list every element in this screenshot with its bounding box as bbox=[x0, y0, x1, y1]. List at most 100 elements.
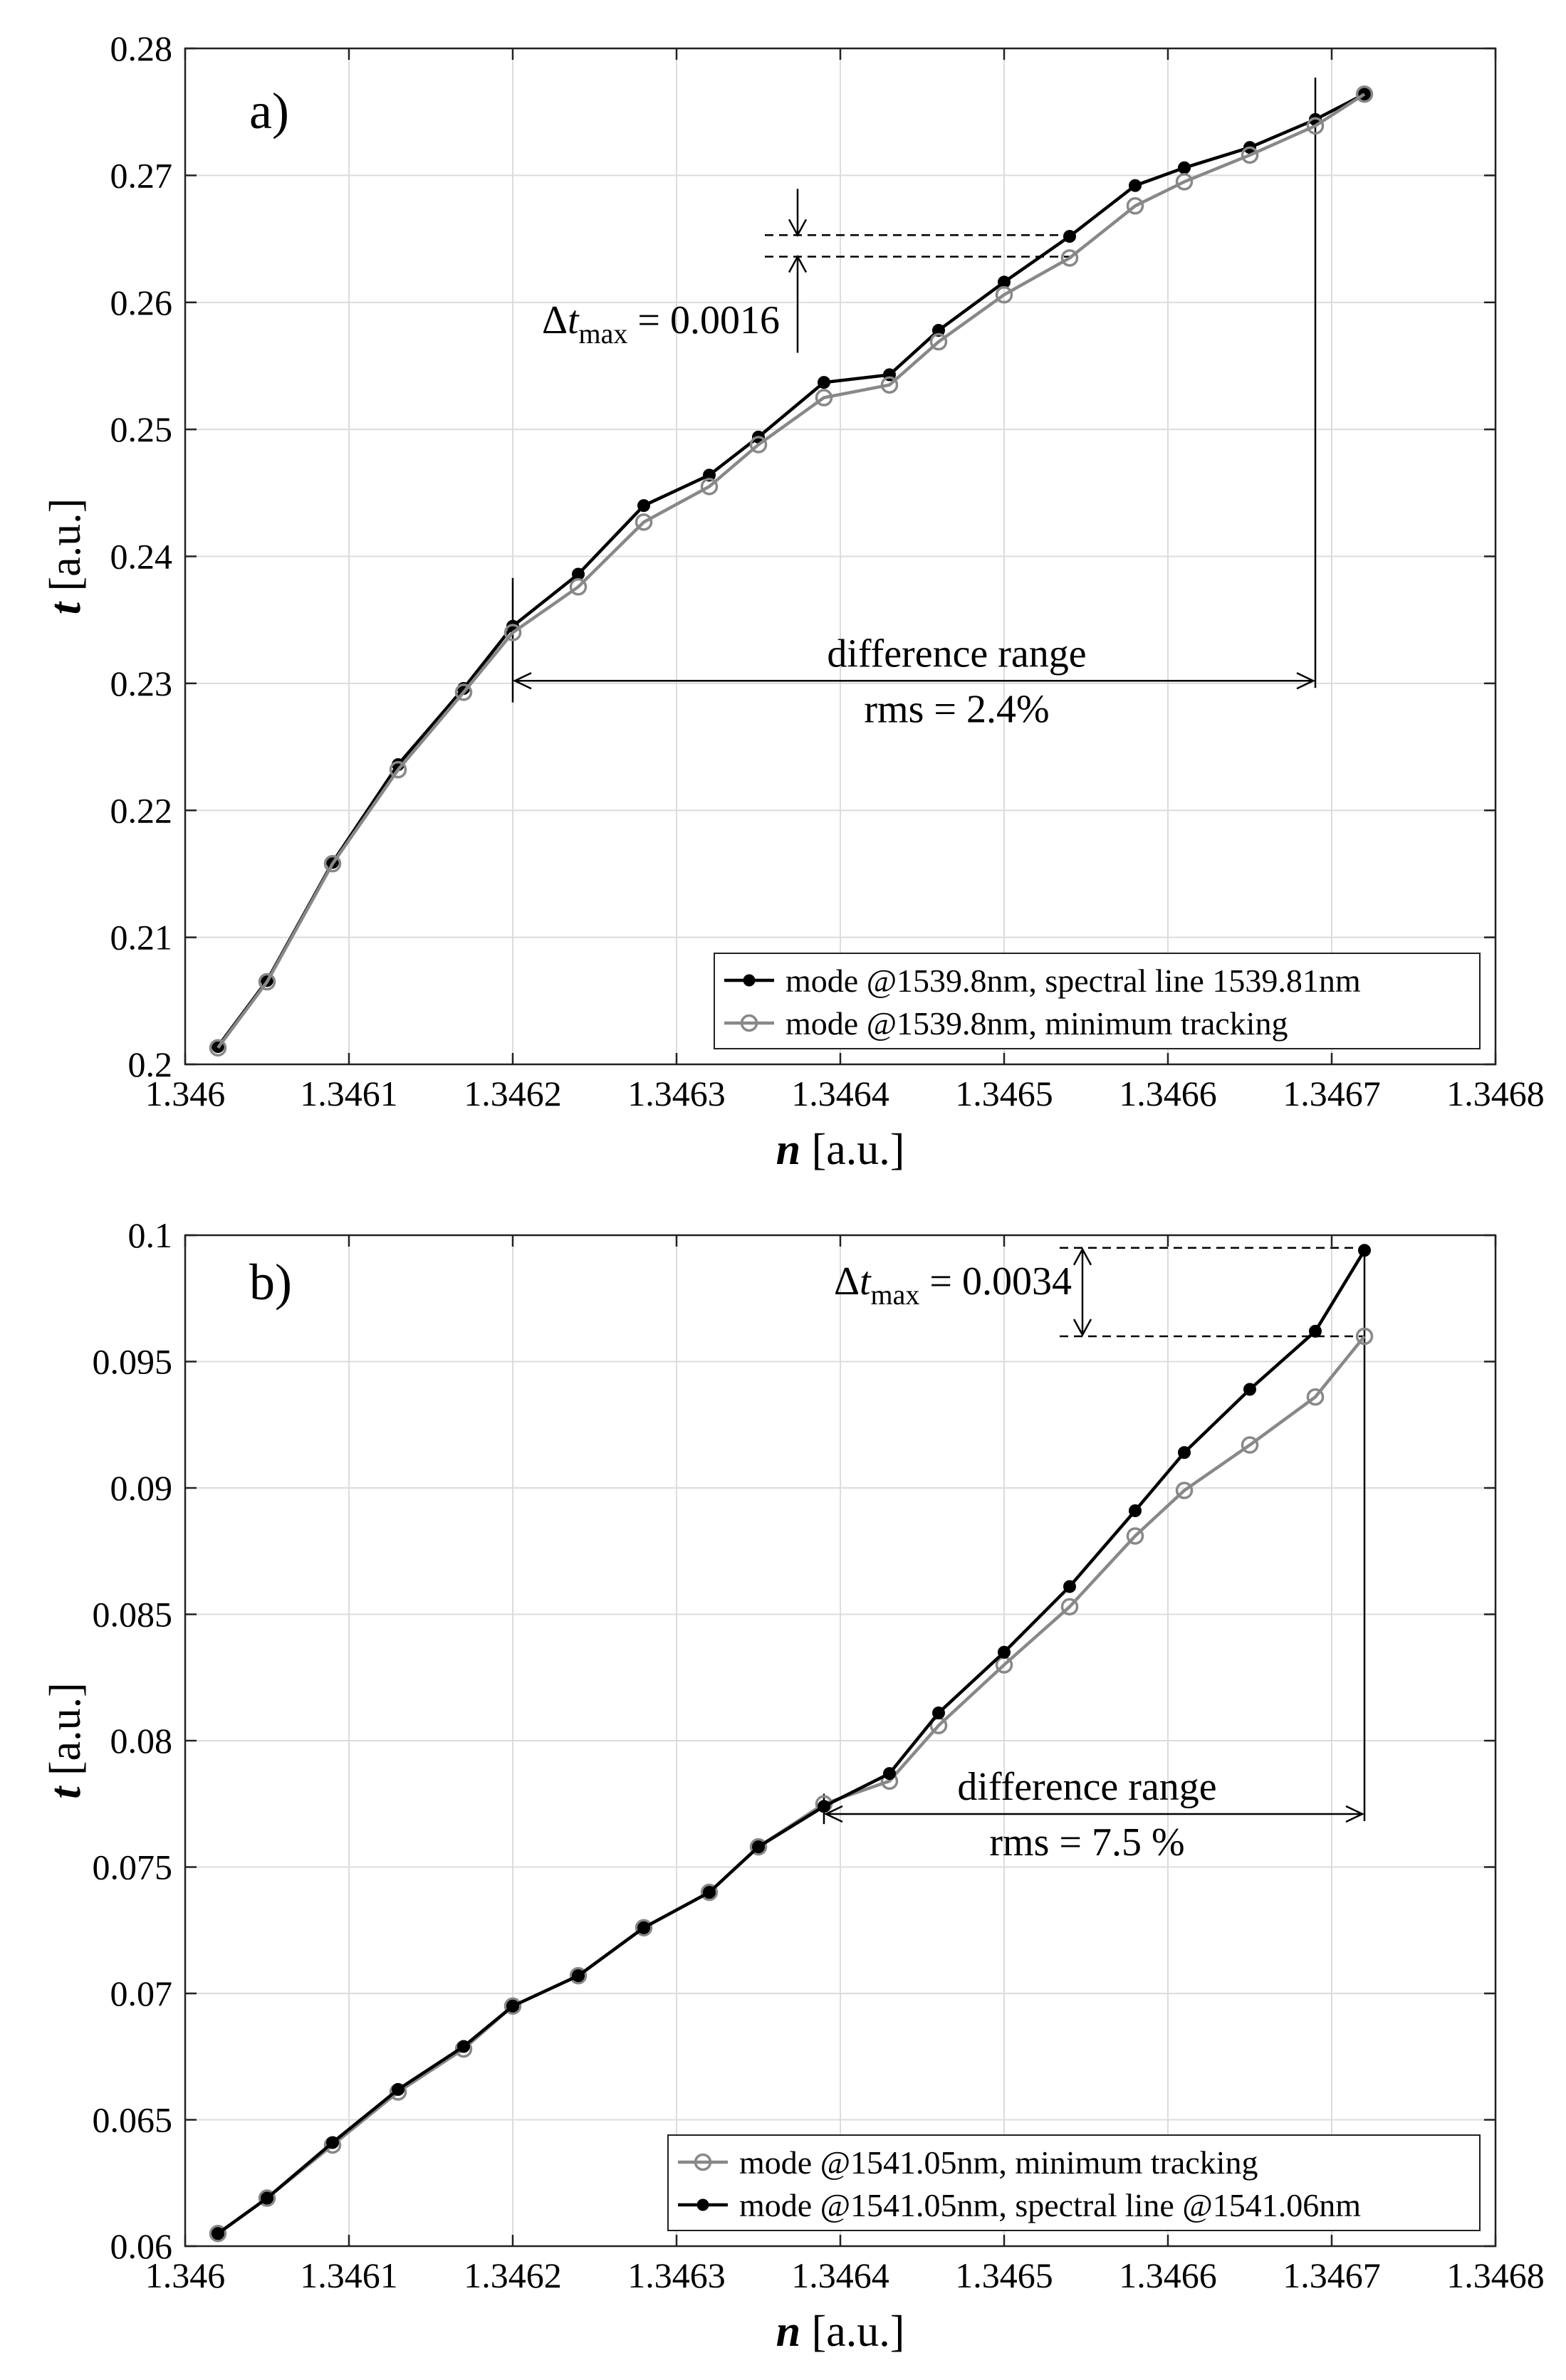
data-point bbox=[637, 1921, 650, 1934]
delta-value: = 0.0016 bbox=[627, 298, 780, 342]
y-axis-var: t bbox=[41, 601, 90, 614]
panel-label: a) bbox=[249, 83, 289, 140]
y-tick-label: 0.08 bbox=[110, 1721, 173, 1761]
y-tick-label: 0.27 bbox=[110, 155, 173, 195]
legend-box bbox=[714, 953, 1481, 1049]
y-axis-unit: [a.u.] bbox=[41, 1682, 90, 1786]
rms-label: rms = 2.4% bbox=[864, 687, 1049, 731]
data-point bbox=[572, 1969, 585, 1983]
range-label: difference range bbox=[827, 631, 1086, 676]
data-point bbox=[932, 323, 945, 337]
y-tick-label: 0.085 bbox=[93, 1595, 173, 1635]
data-point bbox=[503, 1997, 522, 2015]
chart-b: 1.346 1.3461 1.3462 1.3463 1.3464 1.3465 1.346… bbox=[41, 1215, 1545, 2356]
range-arrowhead bbox=[1296, 672, 1315, 690]
delta-label: Δtmax = 0.0016 bbox=[542, 298, 780, 350]
x-tick-label: 1.3462 bbox=[464, 2255, 562, 2295]
data-point bbox=[389, 760, 407, 779]
series-line-0 bbox=[216, 93, 1366, 1048]
data-point bbox=[932, 1706, 945, 1719]
x-tick-label: 1.3464 bbox=[791, 2255, 889, 2295]
delta-var: t bbox=[568, 298, 580, 342]
x-tick-label: 1.3464 bbox=[791, 1074, 889, 1113]
data-point bbox=[1355, 85, 1374, 103]
delta-sub: max bbox=[579, 318, 628, 350]
data-point bbox=[749, 436, 768, 454]
legend-label: mode @1539.8nm, spectral line 1539.81nm bbox=[785, 963, 1361, 999]
data-point bbox=[1309, 1324, 1322, 1338]
data-point bbox=[1129, 179, 1142, 192]
range-arrowhead bbox=[824, 1805, 843, 1823]
x-tick-label: 1.3461 bbox=[300, 2255, 398, 2295]
data-point bbox=[1126, 1527, 1144, 1545]
x-axis-label: n [a.u.] bbox=[776, 2307, 905, 2356]
data-point bbox=[749, 1838, 768, 1856]
delta-arrowhead bbox=[788, 254, 808, 273]
x-tick-label: 1.3465 bbox=[955, 1074, 1053, 1113]
delta-var: t bbox=[860, 1259, 872, 1304]
y-tick-label: 0.25 bbox=[110, 409, 173, 449]
data-point bbox=[1060, 1598, 1079, 1616]
data-point bbox=[815, 389, 833, 407]
delta-arrowhead bbox=[1072, 1319, 1092, 1337]
y-axis-label: t [a.u.] bbox=[41, 1682, 90, 1799]
delta-value: = 0.0034 bbox=[919, 1259, 1072, 1304]
x-tick-label: 1.346 bbox=[145, 1074, 226, 1113]
data-point bbox=[1175, 173, 1194, 191]
legend-marker bbox=[694, 2153, 712, 2171]
data-point bbox=[506, 1999, 519, 2013]
data-point bbox=[929, 332, 948, 351]
legend-marker bbox=[743, 974, 756, 987]
data-point bbox=[1060, 249, 1079, 267]
data-point bbox=[212, 2227, 224, 2240]
data-point bbox=[1126, 196, 1144, 215]
range-arrowhead bbox=[1345, 1805, 1364, 1823]
data-point bbox=[703, 468, 716, 482]
y-tick-label: 0.28 bbox=[110, 28, 173, 68]
rms-label: rms = 7.5 % bbox=[989, 1820, 1184, 1865]
data-point bbox=[1175, 1482, 1194, 1499]
data-point bbox=[818, 376, 830, 389]
x-tick-label: 1.3468 bbox=[1446, 1074, 1545, 1113]
data-point bbox=[457, 2040, 470, 2053]
series-line-1 bbox=[216, 93, 1366, 1049]
range-arrowhead bbox=[513, 672, 532, 690]
data-point bbox=[1178, 161, 1191, 174]
data-point bbox=[569, 578, 588, 596]
data-point bbox=[1063, 229, 1076, 243]
y-tick-label: 0.22 bbox=[110, 790, 173, 830]
data-point bbox=[635, 513, 653, 531]
data-point bbox=[258, 973, 276, 991]
x-tick-label: 1.3467 bbox=[1283, 2255, 1381, 2295]
data-point bbox=[258, 2189, 276, 2207]
y-tick-label: 0.24 bbox=[110, 537, 173, 577]
x-tick-label: 1.3467 bbox=[1283, 1074, 1381, 1113]
delta-sub: max bbox=[871, 1279, 920, 1311]
data-point bbox=[1306, 117, 1325, 135]
y-tick-label: 0.07 bbox=[110, 1973, 173, 2013]
y-tick-label: 0.23 bbox=[110, 664, 173, 703]
legend-label: mode @1541.05nm, spectral line @1541.06n… bbox=[739, 2187, 1361, 2223]
panel-label: b) bbox=[249, 1254, 292, 1311]
x-axis-unit: [a.u.] bbox=[800, 2307, 904, 2356]
data-point bbox=[998, 1645, 1011, 1659]
data-point bbox=[1241, 146, 1259, 164]
data-point bbox=[880, 376, 899, 394]
y-tick-label: 0.06 bbox=[110, 2226, 173, 2266]
x-axis-var: n bbox=[776, 2307, 800, 2356]
data-point bbox=[883, 1767, 896, 1781]
x-tick-label: 1.346 bbox=[145, 2255, 226, 2295]
data-point bbox=[637, 499, 650, 513]
delta-prefix: Δ bbox=[834, 1259, 860, 1304]
y-tick-label: 0.075 bbox=[93, 1847, 173, 1887]
data-point bbox=[454, 683, 473, 701]
x-tick-label: 1.3465 bbox=[955, 2255, 1053, 2295]
data-point bbox=[392, 2082, 404, 2096]
legend-marker bbox=[696, 2198, 709, 2211]
data-point bbox=[503, 624, 522, 641]
delta-arrowhead bbox=[788, 219, 808, 237]
delta-prefix: Δ bbox=[542, 298, 568, 342]
range-label: difference range bbox=[957, 1765, 1216, 1809]
y-axis-label: t [a.u.] bbox=[41, 498, 90, 615]
